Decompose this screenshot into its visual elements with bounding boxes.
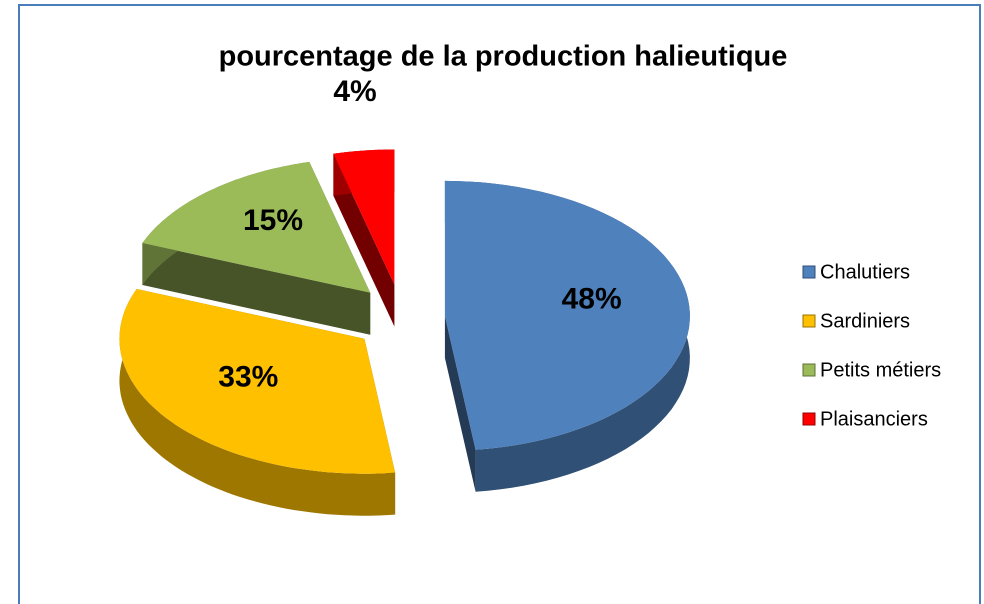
data-label: 48% (562, 283, 622, 316)
legend-swatch (802, 314, 816, 328)
legend-label: Petits métiers (820, 359, 941, 381)
slice-side (333, 153, 395, 327)
chart-title: pourcentage de la production halieutique (219, 41, 788, 73)
slice-side (444, 315, 476, 492)
slice-side (119, 289, 396, 516)
legend-label: Sardiniers (820, 310, 910, 332)
legend-swatch (802, 363, 816, 377)
legend-swatch (802, 265, 816, 279)
legend-swatch (802, 412, 816, 426)
data-label: 33% (218, 360, 278, 393)
slice (119, 289, 396, 474)
data-label: 4% (333, 75, 376, 108)
pie-tops (119, 149, 690, 474)
legend-label: Chalutiers (820, 261, 910, 283)
data-label: 15% (243, 204, 303, 237)
slice (333, 149, 395, 285)
slice (444, 180, 690, 450)
slice-side (142, 243, 371, 335)
legend-label: Plaisanciers (820, 408, 928, 430)
slice (142, 161, 371, 293)
